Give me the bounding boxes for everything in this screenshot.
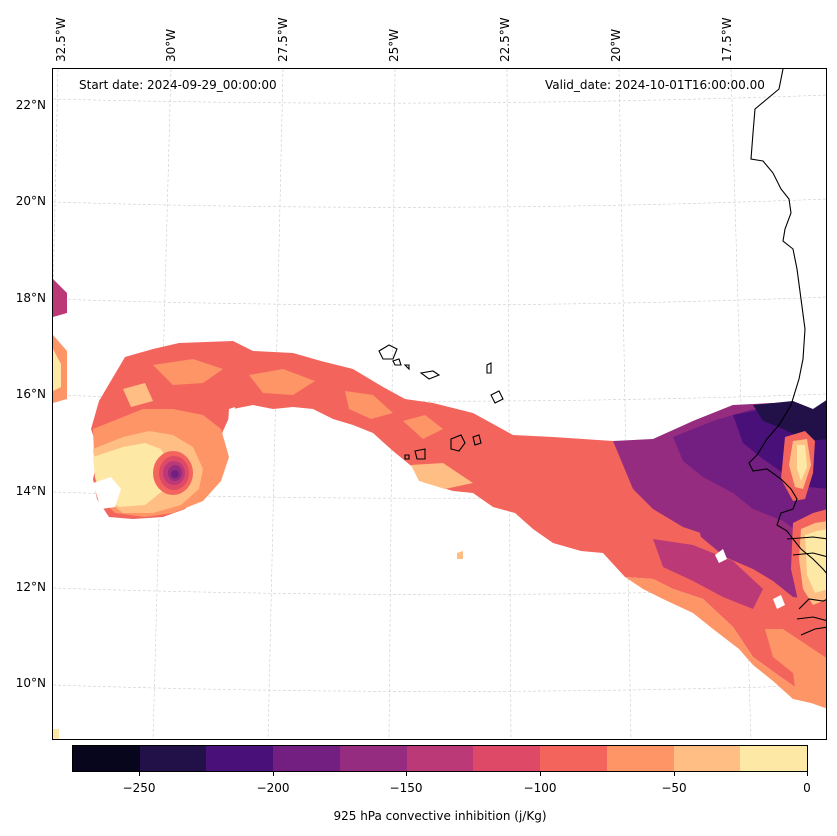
colorbar-segment-2 — [206, 746, 274, 771]
valid-date-label: Valid_date: 2024-10-01T16:00:00.00 — [545, 78, 765, 92]
cb-tick-minus-200: −200 — [256, 781, 290, 795]
cb-tickmark — [807, 772, 808, 776]
cb-tickmark — [273, 772, 274, 776]
lon-tick-25w: 25°W — [387, 28, 401, 62]
colorbar-segment-0 — [73, 746, 140, 771]
colorbar-segment-5 — [406, 746, 474, 771]
lon-tick-22-5w: 22.5°W — [498, 17, 512, 62]
colorbar-segment-10 — [740, 746, 808, 771]
lat-tick-10n: 10°N — [15, 676, 46, 690]
colorbar-segment-6 — [473, 746, 541, 771]
lon-tick-27-5w: 27.5°W — [276, 17, 290, 62]
cin-gaps — [93, 407, 785, 609]
lat-tick-18n: 18°N — [15, 291, 46, 305]
cb-tickmark — [540, 772, 541, 776]
lon-tick-20w: 20°W — [609, 28, 623, 62]
colorbar-segment-4 — [339, 746, 407, 771]
colorbar-segment-3 — [273, 746, 340, 771]
cb-tick-minus-100: −100 — [523, 781, 557, 795]
lon-tick-32-5w: 32.5°W — [54, 17, 68, 62]
lat-tick-12n: 12°N — [15, 580, 46, 594]
cb-tick-minus-150: −150 — [389, 781, 423, 795]
cin-field — [53, 279, 826, 739]
colorbar — [72, 745, 808, 772]
colorbar-segment-8 — [606, 746, 674, 771]
coastline — [748, 69, 826, 636]
lat-tick-22n: 22°N — [15, 98, 46, 112]
cb-tick-minus-50: −50 — [661, 781, 687, 795]
cb-tickmark — [139, 772, 140, 776]
start-date-label: Start date: 2024-09-29_00:00:00 — [79, 78, 277, 92]
cb-tickmark — [674, 772, 675, 776]
map-panel[interactable] — [52, 68, 827, 740]
cin-contour-map — [53, 69, 826, 739]
lon-tick-30w: 30°W — [164, 28, 178, 62]
colorbar-segment-7 — [540, 746, 607, 771]
lat-tick-20n: 20°N — [15, 194, 46, 208]
colorbar-segment-9 — [673, 746, 741, 771]
lon-tick-17-5w: 17.5°W — [720, 17, 734, 62]
cb-tick-zero: 0 — [803, 781, 811, 795]
cb-tickmark — [406, 772, 407, 776]
lat-tick-16n: 16°N — [15, 387, 46, 401]
colorbar-label: 925 hPa convective inhibition (j/Kg) — [333, 809, 547, 823]
cb-tick-minus-250: −250 — [122, 781, 156, 795]
lat-tick-14n: 14°N — [15, 484, 46, 498]
colorbar-segment-1 — [139, 746, 207, 771]
cape-verde-islands — [378, 344, 504, 460]
